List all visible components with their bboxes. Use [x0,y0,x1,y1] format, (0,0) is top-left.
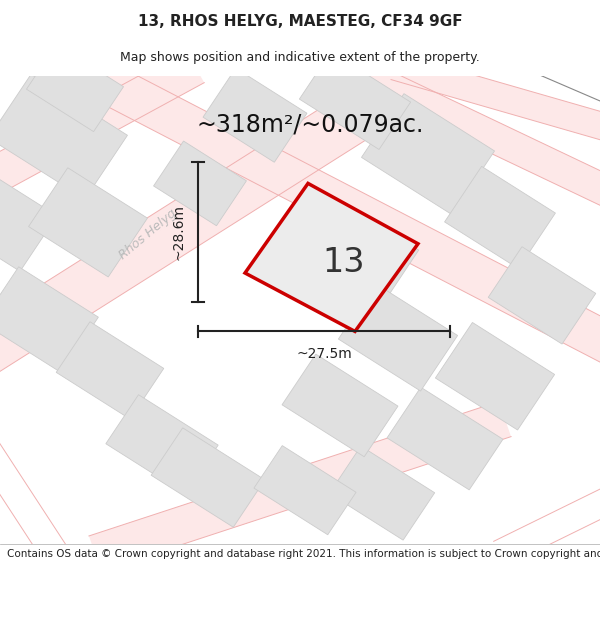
Polygon shape [338,284,458,391]
Polygon shape [106,395,218,494]
Polygon shape [0,74,127,199]
Polygon shape [26,44,124,132]
Polygon shape [299,52,410,149]
Polygon shape [338,52,600,209]
Text: 13: 13 [322,246,365,279]
Polygon shape [329,446,434,540]
Polygon shape [254,446,356,535]
Polygon shape [387,388,503,490]
Polygon shape [0,51,204,199]
Polygon shape [89,401,511,571]
Polygon shape [0,173,57,271]
Polygon shape [436,322,554,430]
Text: ~27.5m: ~27.5m [296,347,352,361]
Polygon shape [297,198,419,309]
Polygon shape [65,49,600,362]
Polygon shape [151,428,265,528]
Polygon shape [361,94,494,214]
Polygon shape [0,89,379,375]
Polygon shape [203,68,307,162]
Text: 13, RHOS HELYG, MAESTEG, CF34 9GF: 13, RHOS HELYG, MAESTEG, CF34 9GF [137,14,463,29]
Text: Map shows position and indicative extent of the property.: Map shows position and indicative extent… [120,51,480,64]
Polygon shape [488,247,596,344]
Text: Rhos Helyg: Rhos Helyg [117,206,179,262]
Polygon shape [245,183,418,331]
Polygon shape [56,322,164,419]
Polygon shape [29,168,148,277]
Text: Contains OS data © Crown copyright and database right 2021. This information is : Contains OS data © Crown copyright and d… [7,549,600,559]
Polygon shape [282,354,398,457]
Text: ~318m²/~0.079ac.: ~318m²/~0.079ac. [196,113,424,137]
Polygon shape [154,141,247,226]
Polygon shape [445,166,556,269]
Polygon shape [0,267,98,372]
Text: ~28.6m: ~28.6m [172,204,186,260]
Polygon shape [391,53,600,143]
